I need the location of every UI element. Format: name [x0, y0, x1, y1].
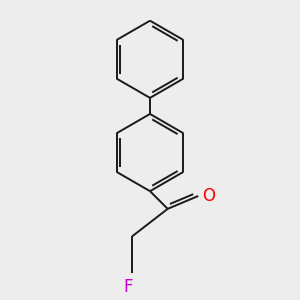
Text: O: O [202, 187, 215, 205]
Text: F: F [124, 278, 133, 296]
